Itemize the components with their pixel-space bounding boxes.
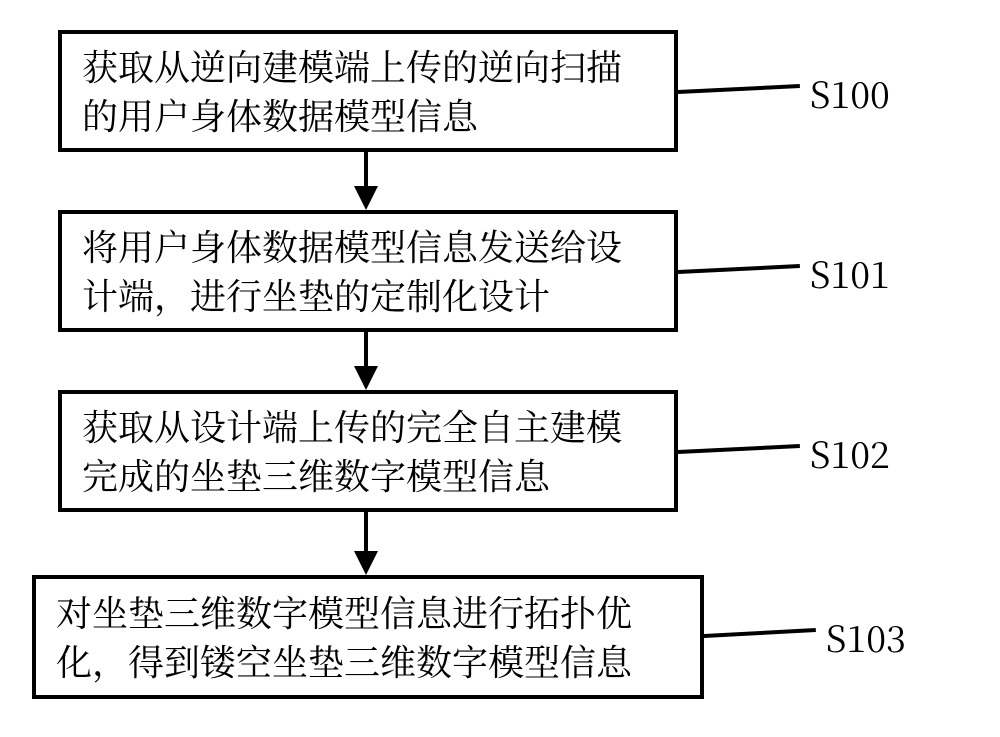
flow-node-text: 对坐垫三维数字模型信息进行拓扑优化，得到镂空坐垫三维数字模型信息 [56,588,680,685]
lead-line [678,264,800,274]
flow-node-s100: 获取从逆向建模端上传的逆向扫描的用户身体数据模型信息 [58,30,678,152]
arrow-head-icon [354,551,378,575]
flow-node-text: 获取从设计端上传的完全自主建模完成的坐垫三维数字模型信息 [82,402,654,499]
arrow-shaft [364,152,368,188]
arrow-head-icon [354,186,378,210]
flow-node-s102: 获取从设计端上传的完全自主建模完成的坐垫三维数字模型信息 [58,390,678,512]
step-label-s103: S103 [826,612,906,663]
arrow-shaft [364,512,368,553]
step-label-s100: S100 [810,68,890,119]
lead-line [678,84,800,94]
flowchart-canvas: 获取从逆向建模端上传的逆向扫描的用户身体数据模型信息 S100 将用户身体数据模… [0,0,1000,737]
step-label-s101: S101 [810,248,890,299]
lead-line [704,628,816,638]
arrow-shaft [364,332,368,368]
arrow-head-icon [354,366,378,390]
flow-node-s101: 将用户身体数据模型信息发送给设计端，进行坐垫的定制化设计 [58,210,678,332]
step-label-s102: S102 [810,428,890,479]
flow-node-text: 获取从逆向建模端上传的逆向扫描的用户身体数据模型信息 [82,42,654,139]
lead-line [678,444,800,454]
flow-node-s103: 对坐垫三维数字模型信息进行拓扑优化，得到镂空坐垫三维数字模型信息 [32,575,704,699]
flow-node-text: 将用户身体数据模型信息发送给设计端，进行坐垫的定制化设计 [82,222,654,319]
